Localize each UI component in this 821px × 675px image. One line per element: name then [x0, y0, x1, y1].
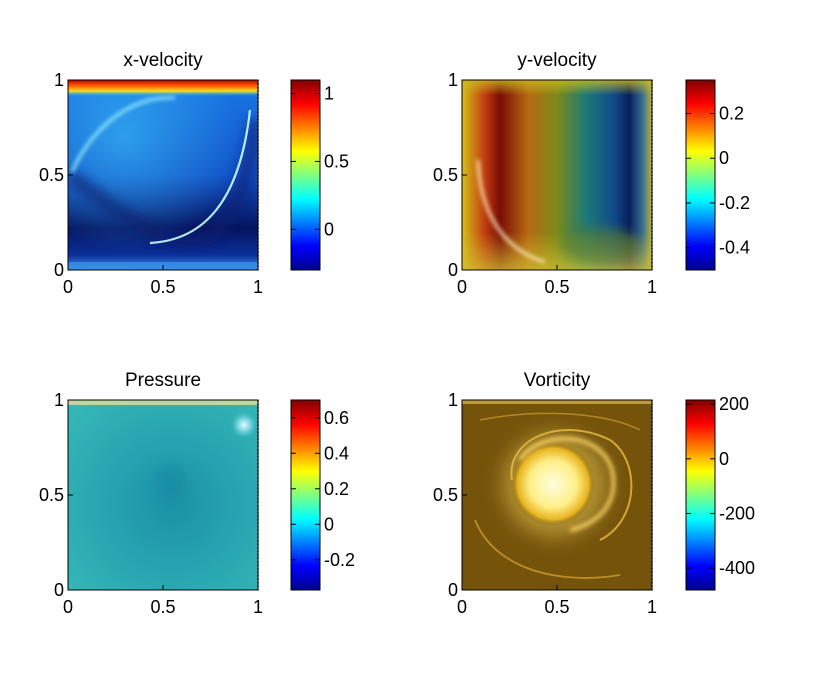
colorbar-pressure [290, 399, 321, 591]
x-velocity-ytick-label: 0.5 [39, 165, 64, 185]
pressure-title: Pressure [125, 370, 201, 391]
axes-layer: x-velocity 0 0.5 1 0 0.5 1 0 0.5 1 y-velocity 0 0.5 1… [39, 50, 755, 617]
pressure-colorbar-label: -0.2 [324, 550, 355, 570]
pressure-xtick-label: 0 [63, 597, 73, 617]
y-velocity-colorbar-label: 0.2 [719, 104, 744, 124]
vorticity-colorbar-label: -200 [719, 503, 755, 523]
vorticity-ytick-label: 1 [448, 390, 458, 410]
vorticity-xtick-label: 1 [647, 597, 657, 617]
pressure-ytick-label: 0.5 [39, 485, 64, 505]
x-velocity-ytick-label: 0 [54, 260, 64, 280]
y-velocity-xtick-label: 1 [647, 277, 657, 297]
vorticity-xtick-label: 0.5 [544, 597, 569, 617]
pressure-colorbar-label: 0 [324, 514, 334, 534]
vorticity-ytick-label: 0 [448, 580, 458, 600]
heatmap-x-velocity [68, 80, 258, 270]
pressure-colorbar-label: 0.6 [324, 408, 349, 428]
x-velocity-xtick-label: 0 [63, 277, 73, 297]
x-velocity-xtick-label: 0.5 [150, 277, 175, 297]
heatmap-y-velocity [462, 80, 652, 270]
y-velocity-colorbar-label: -0.4 [719, 238, 750, 258]
vorticity-ytick-label: 0.5 [433, 485, 458, 505]
pressure-colorbar-label: 0.4 [324, 443, 349, 463]
x-velocity-ytick-label: 1 [54, 70, 64, 90]
y-velocity-colorbar-label: -0.2 [719, 193, 750, 213]
vorticity-colorbar-label: 0 [719, 449, 729, 469]
y-velocity-colorbar-label: 0 [719, 148, 729, 168]
vorticity-title: Vorticity [524, 370, 591, 391]
vorticity-xtick-label: 0 [457, 597, 467, 617]
colorbar-vorticity [685, 399, 716, 591]
vorticity-colorbar-label: 200 [719, 394, 749, 414]
heatmap-pressure [68, 400, 258, 590]
pressure-xtick-label: 0.5 [150, 597, 175, 617]
heatmap-vorticity [462, 400, 652, 590]
y-velocity-xtick-label: 0.5 [544, 277, 569, 297]
x-velocity-title: x-velocity [123, 50, 203, 71]
x-velocity-colorbar-label: 0 [324, 219, 334, 239]
pressure-ytick-label: 0 [54, 580, 64, 600]
x-velocity-colorbar-label: 1 [324, 84, 334, 104]
y-velocity-ytick-label: 0 [448, 260, 458, 280]
colorbar-x-velocity [290, 79, 321, 271]
x-velocity-xtick-label: 1 [253, 277, 263, 297]
y-velocity-ytick-label: 1 [448, 70, 458, 90]
y-velocity-title: y-velocity [517, 50, 597, 71]
x-velocity-colorbar-label: 0.5 [324, 151, 349, 171]
pressure-colorbar-label: 0.2 [324, 479, 349, 499]
vorticity-colorbar-label: -400 [719, 558, 755, 578]
y-velocity-ytick-label: 0.5 [433, 165, 458, 185]
pressure-xtick-label: 1 [253, 597, 263, 617]
colorbar-y-velocity [685, 79, 716, 271]
pressure-ytick-label: 1 [54, 390, 64, 410]
y-velocity-xtick-label: 0 [457, 277, 467, 297]
